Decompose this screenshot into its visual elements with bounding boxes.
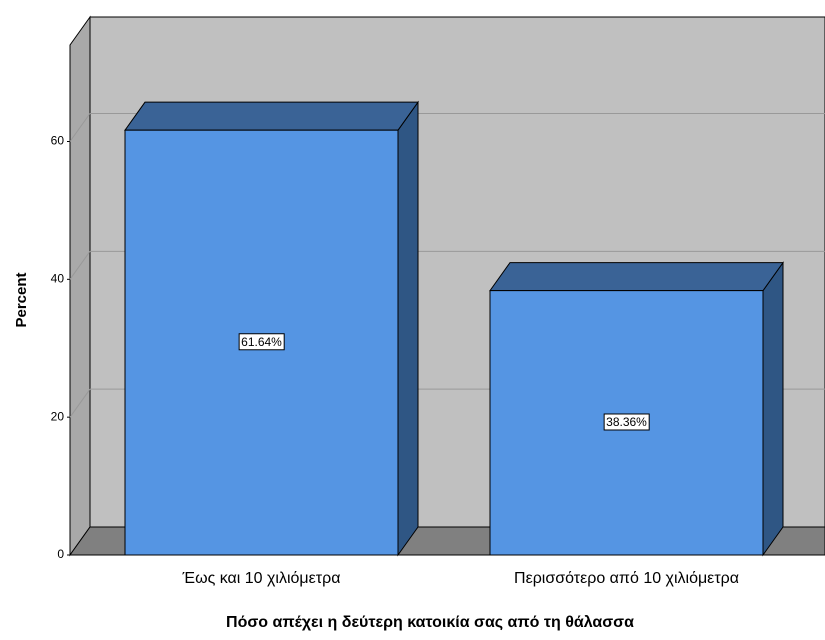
y-tick-label: 20 [51, 409, 65, 423]
y-tick-label: 60 [51, 134, 65, 148]
bar-top [124, 101, 419, 131]
x-tick-label: Περισσότερο από 10 χιλιόμετρα [514, 570, 739, 587]
y-tick-label: 40 [51, 271, 65, 285]
bar-side [397, 100, 419, 557]
grid-line [69, 113, 91, 142]
value-label: 61.64% [241, 335, 282, 349]
x-tick-label: Έως και 10 χιλιόμετρα [182, 570, 341, 587]
y-axis-label: Percent [13, 272, 30, 327]
bar-side [762, 261, 784, 557]
value-label: 38.36% [606, 415, 647, 429]
value-label-box [603, 413, 650, 431]
x-axis-label: Πόσο απέχει η δεύτερη κατοικία σας από τ… [226, 614, 634, 631]
grid-line [69, 251, 91, 280]
bar-top [489, 262, 784, 292]
value-label-box [238, 333, 285, 351]
left-wall [69, 15, 91, 557]
grid-line [69, 388, 91, 418]
y-tick-label: 0 [57, 547, 64, 561]
